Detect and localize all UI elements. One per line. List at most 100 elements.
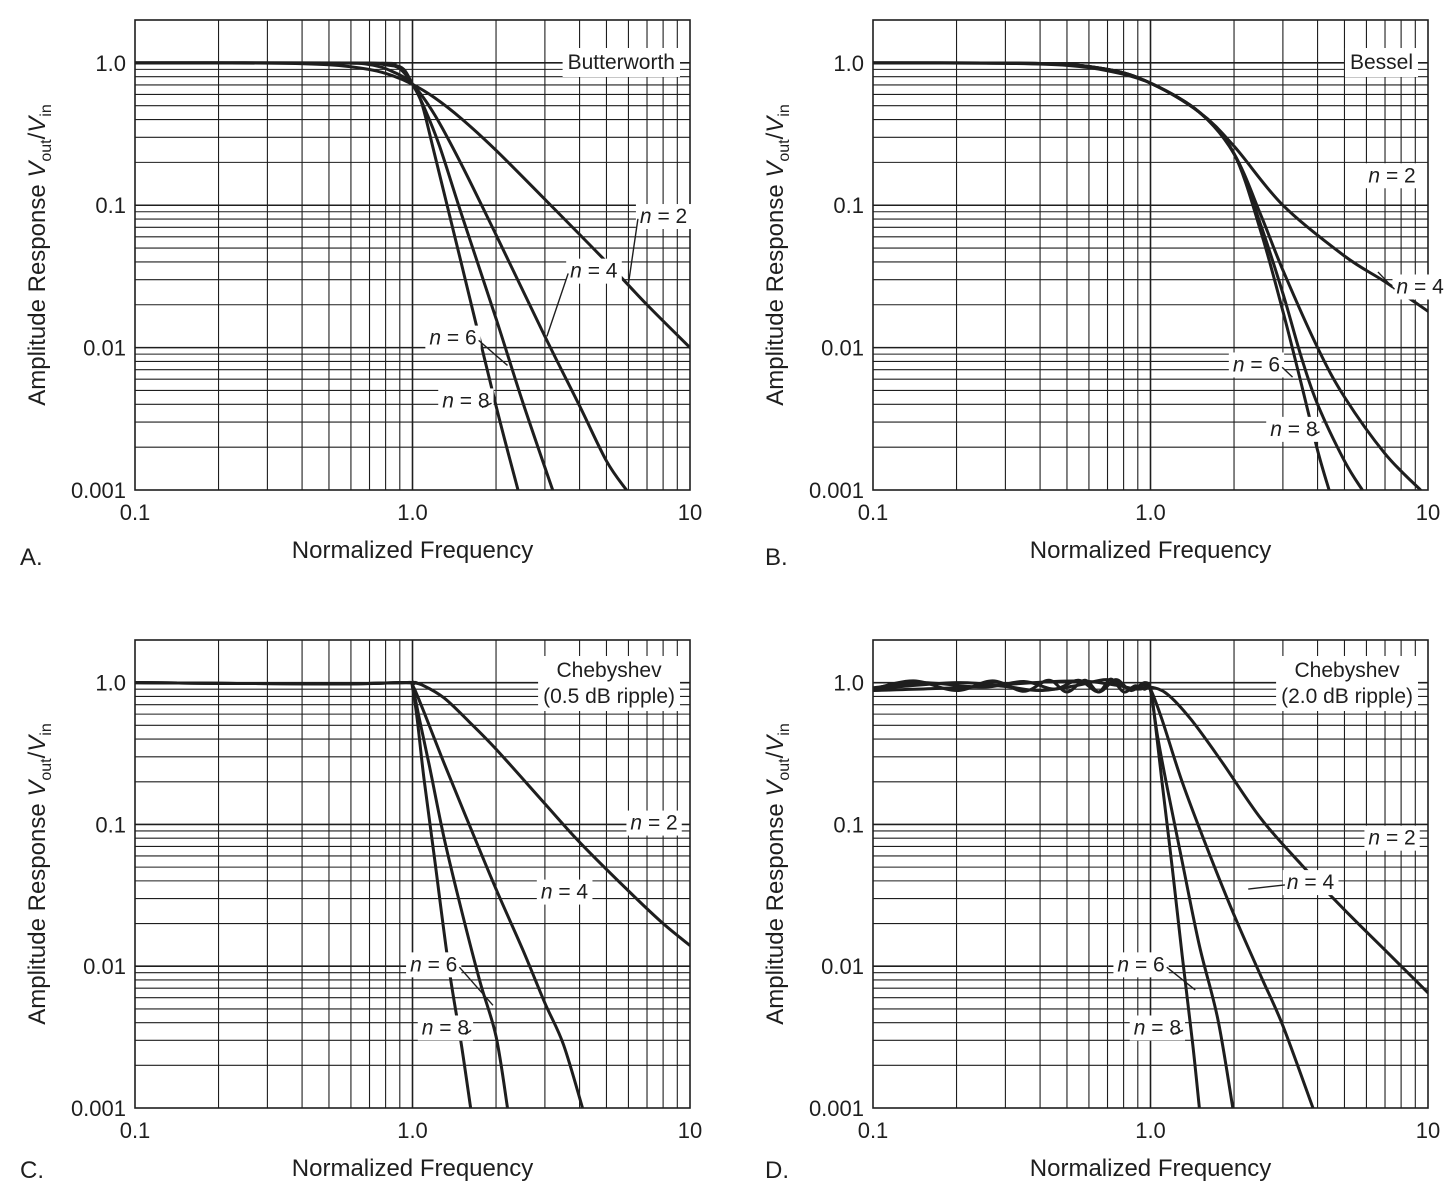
annotation-leader-line bbox=[481, 402, 492, 409]
y-tick-label: 0.01 bbox=[83, 954, 126, 979]
y-tick-label: 1.0 bbox=[95, 671, 126, 696]
series-annotation: n = 4 bbox=[536, 879, 593, 905]
series-annotation-label: n = 8 bbox=[1134, 1016, 1181, 1039]
series-annotation-label: n = 2 bbox=[630, 812, 677, 835]
label-background bbox=[406, 952, 462, 978]
label-background bbox=[1282, 870, 1339, 896]
series-line-order-3 bbox=[873, 678, 1235, 1108]
y-tick-label: 0.1 bbox=[833, 193, 864, 218]
chart-title: Butterworth bbox=[562, 48, 680, 77]
x-tick-label: 0.1 bbox=[858, 500, 889, 525]
y-axis-label: Amplitude Response Vout/Vin bbox=[762, 104, 793, 406]
x-tick-label: 10 bbox=[678, 500, 702, 525]
chart-title: Chebyshev (2.0 dB ripple) bbox=[1276, 656, 1418, 711]
series-annotation-label: n = 2 bbox=[1368, 827, 1415, 850]
series-annotation: n = 6 bbox=[425, 325, 508, 366]
series-line-order-4 bbox=[135, 61, 520, 490]
x-tick-label: 1.0 bbox=[397, 500, 428, 525]
y-tick-label: 0.001 bbox=[809, 478, 864, 503]
label-background bbox=[1129, 1015, 1186, 1041]
y-axis-label: Amplitude Response Vout/Vin bbox=[24, 723, 55, 1025]
annotation-leader-line bbox=[627, 218, 639, 285]
series-annotation-label: n = 2 bbox=[1368, 164, 1415, 187]
series-annotation: n = 4 bbox=[546, 258, 622, 337]
series-annotation-label: n = 8 bbox=[1270, 418, 1317, 441]
chart-panel-2: n = 2 n = 4 n = 6 n = 8 Bessel 0.1 1.0 10 1.0 0.1… bbox=[762, 19, 1449, 571]
label-background bbox=[635, 204, 692, 230]
plot-frame bbox=[872, 639, 1429, 1109]
label-background bbox=[626, 810, 682, 836]
series-annotation-label: n = 4 bbox=[541, 881, 589, 904]
label-background bbox=[417, 1015, 474, 1041]
series-line-order-4 bbox=[873, 677, 1201, 1108]
label-background bbox=[1276, 656, 1418, 711]
series-annotation: n = 2 bbox=[1364, 163, 1420, 189]
label-background bbox=[1228, 352, 1285, 378]
panel-letter: C. bbox=[20, 1157, 44, 1184]
label-background bbox=[1113, 952, 1169, 978]
x-tick-label: 10 bbox=[1416, 500, 1440, 525]
plot-frame bbox=[872, 19, 1429, 491]
chart-panel-1: n = 2 n = 4 n = 6 n = 8 Butterworth 0.1 1.0 10 1… bbox=[20, 19, 702, 571]
series-annotation-label: n = 4 bbox=[1287, 871, 1335, 894]
x-tick-label: 10 bbox=[1416, 1118, 1440, 1143]
series-annotation: n = 6 bbox=[1113, 952, 1196, 991]
series-annotation-label: n = 8 bbox=[442, 389, 489, 412]
y-tick-label: 0.001 bbox=[71, 1096, 126, 1121]
series-annotation: n = 2 bbox=[627, 204, 692, 285]
series-annotation: n = 8 bbox=[1266, 416, 1322, 442]
y-tick-label: 0.1 bbox=[95, 812, 126, 837]
x-axis-label: Normalized Frequency bbox=[1030, 1155, 1271, 1182]
label-background bbox=[536, 879, 593, 905]
chart-panel-4: n = 2 n = 4 n = 6 n = 8 Chebyshev (2.0 dB rip… bbox=[762, 639, 1440, 1184]
annotation-leader-line bbox=[1172, 1029, 1184, 1036]
series-annotation: n = 6 bbox=[1228, 352, 1294, 378]
y-tick-label: 1.0 bbox=[833, 671, 864, 696]
y-tick-label: 0.01 bbox=[821, 954, 864, 979]
x-axis-label: Normalized Frequency bbox=[1030, 537, 1271, 564]
label-background bbox=[425, 325, 481, 351]
series-annotation: n = 4 bbox=[1377, 271, 1449, 300]
annotation-leader-line bbox=[1166, 966, 1196, 991]
chart-title-text: Bessel bbox=[1350, 51, 1413, 74]
panel-letter: B. bbox=[765, 544, 788, 571]
series-annotation: n = 8 bbox=[417, 1015, 474, 1041]
y-tick-label: 1.0 bbox=[95, 51, 126, 76]
series-line-order-4 bbox=[135, 681, 473, 1108]
chart-title-text: Chebyshev (2.0 dB ripple) bbox=[1281, 659, 1413, 708]
label-background bbox=[1266, 416, 1322, 442]
series-annotation: n = 2 bbox=[626, 810, 682, 836]
annotation-leader-line bbox=[458, 966, 494, 1006]
x-axis-label: Normalized Frequency bbox=[292, 1155, 533, 1182]
y-tick-label: 1.0 bbox=[833, 51, 864, 76]
chart-panel-3: n = 2 n = 4 n = 6 n = 8 Chebyshev (0.5 dB rip… bbox=[20, 639, 702, 1184]
x-tick-label: 1.0 bbox=[397, 1118, 428, 1143]
series-annotation-label: n = 6 bbox=[1117, 953, 1164, 976]
label-background bbox=[538, 656, 680, 711]
label-background bbox=[1344, 48, 1418, 77]
annotation-leader-line bbox=[464, 1029, 472, 1036]
series-annotation: n = 8 bbox=[1129, 1015, 1186, 1041]
panel-letter: A. bbox=[20, 544, 43, 571]
series-annotation-label: n = 4 bbox=[570, 260, 618, 283]
annotation-leader-line bbox=[546, 273, 569, 337]
chart-title: Bessel bbox=[1344, 48, 1418, 77]
x-tick-label: 0.1 bbox=[120, 1118, 151, 1143]
annotation-leader-line bbox=[1281, 366, 1294, 378]
series-annotation: n = 8 bbox=[438, 388, 494, 414]
label-background bbox=[438, 388, 494, 414]
chart-title: Chebyshev (0.5 dB ripple) bbox=[538, 656, 680, 711]
y-tick-label: 0.01 bbox=[83, 336, 126, 361]
grid bbox=[135, 20, 690, 490]
label-background bbox=[1392, 274, 1449, 300]
series-line-order-4 bbox=[873, 61, 1331, 490]
y-axis-label: Amplitude Response Vout/Vin bbox=[24, 104, 55, 406]
series-annotation-label: n = 4 bbox=[1397, 275, 1445, 298]
series-annotation-label: n = 6 bbox=[1233, 353, 1280, 376]
plot-frame bbox=[134, 19, 691, 491]
series-annotation-label: n = 6 bbox=[410, 953, 457, 976]
series-annotation-label: n = 8 bbox=[422, 1016, 469, 1039]
y-tick-label: 0.1 bbox=[95, 193, 126, 218]
